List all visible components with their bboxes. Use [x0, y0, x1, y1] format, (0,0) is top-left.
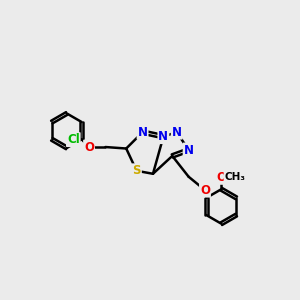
Text: O: O	[200, 184, 210, 196]
Text: O: O	[216, 171, 226, 184]
Text: Cl: Cl	[67, 133, 80, 146]
Text: CH₃: CH₃	[224, 172, 245, 182]
Text: S: S	[132, 164, 141, 177]
Text: N: N	[138, 126, 148, 139]
Text: O: O	[84, 140, 94, 154]
Text: N: N	[172, 126, 182, 139]
Text: N: N	[158, 130, 168, 143]
Text: N: N	[184, 143, 194, 157]
